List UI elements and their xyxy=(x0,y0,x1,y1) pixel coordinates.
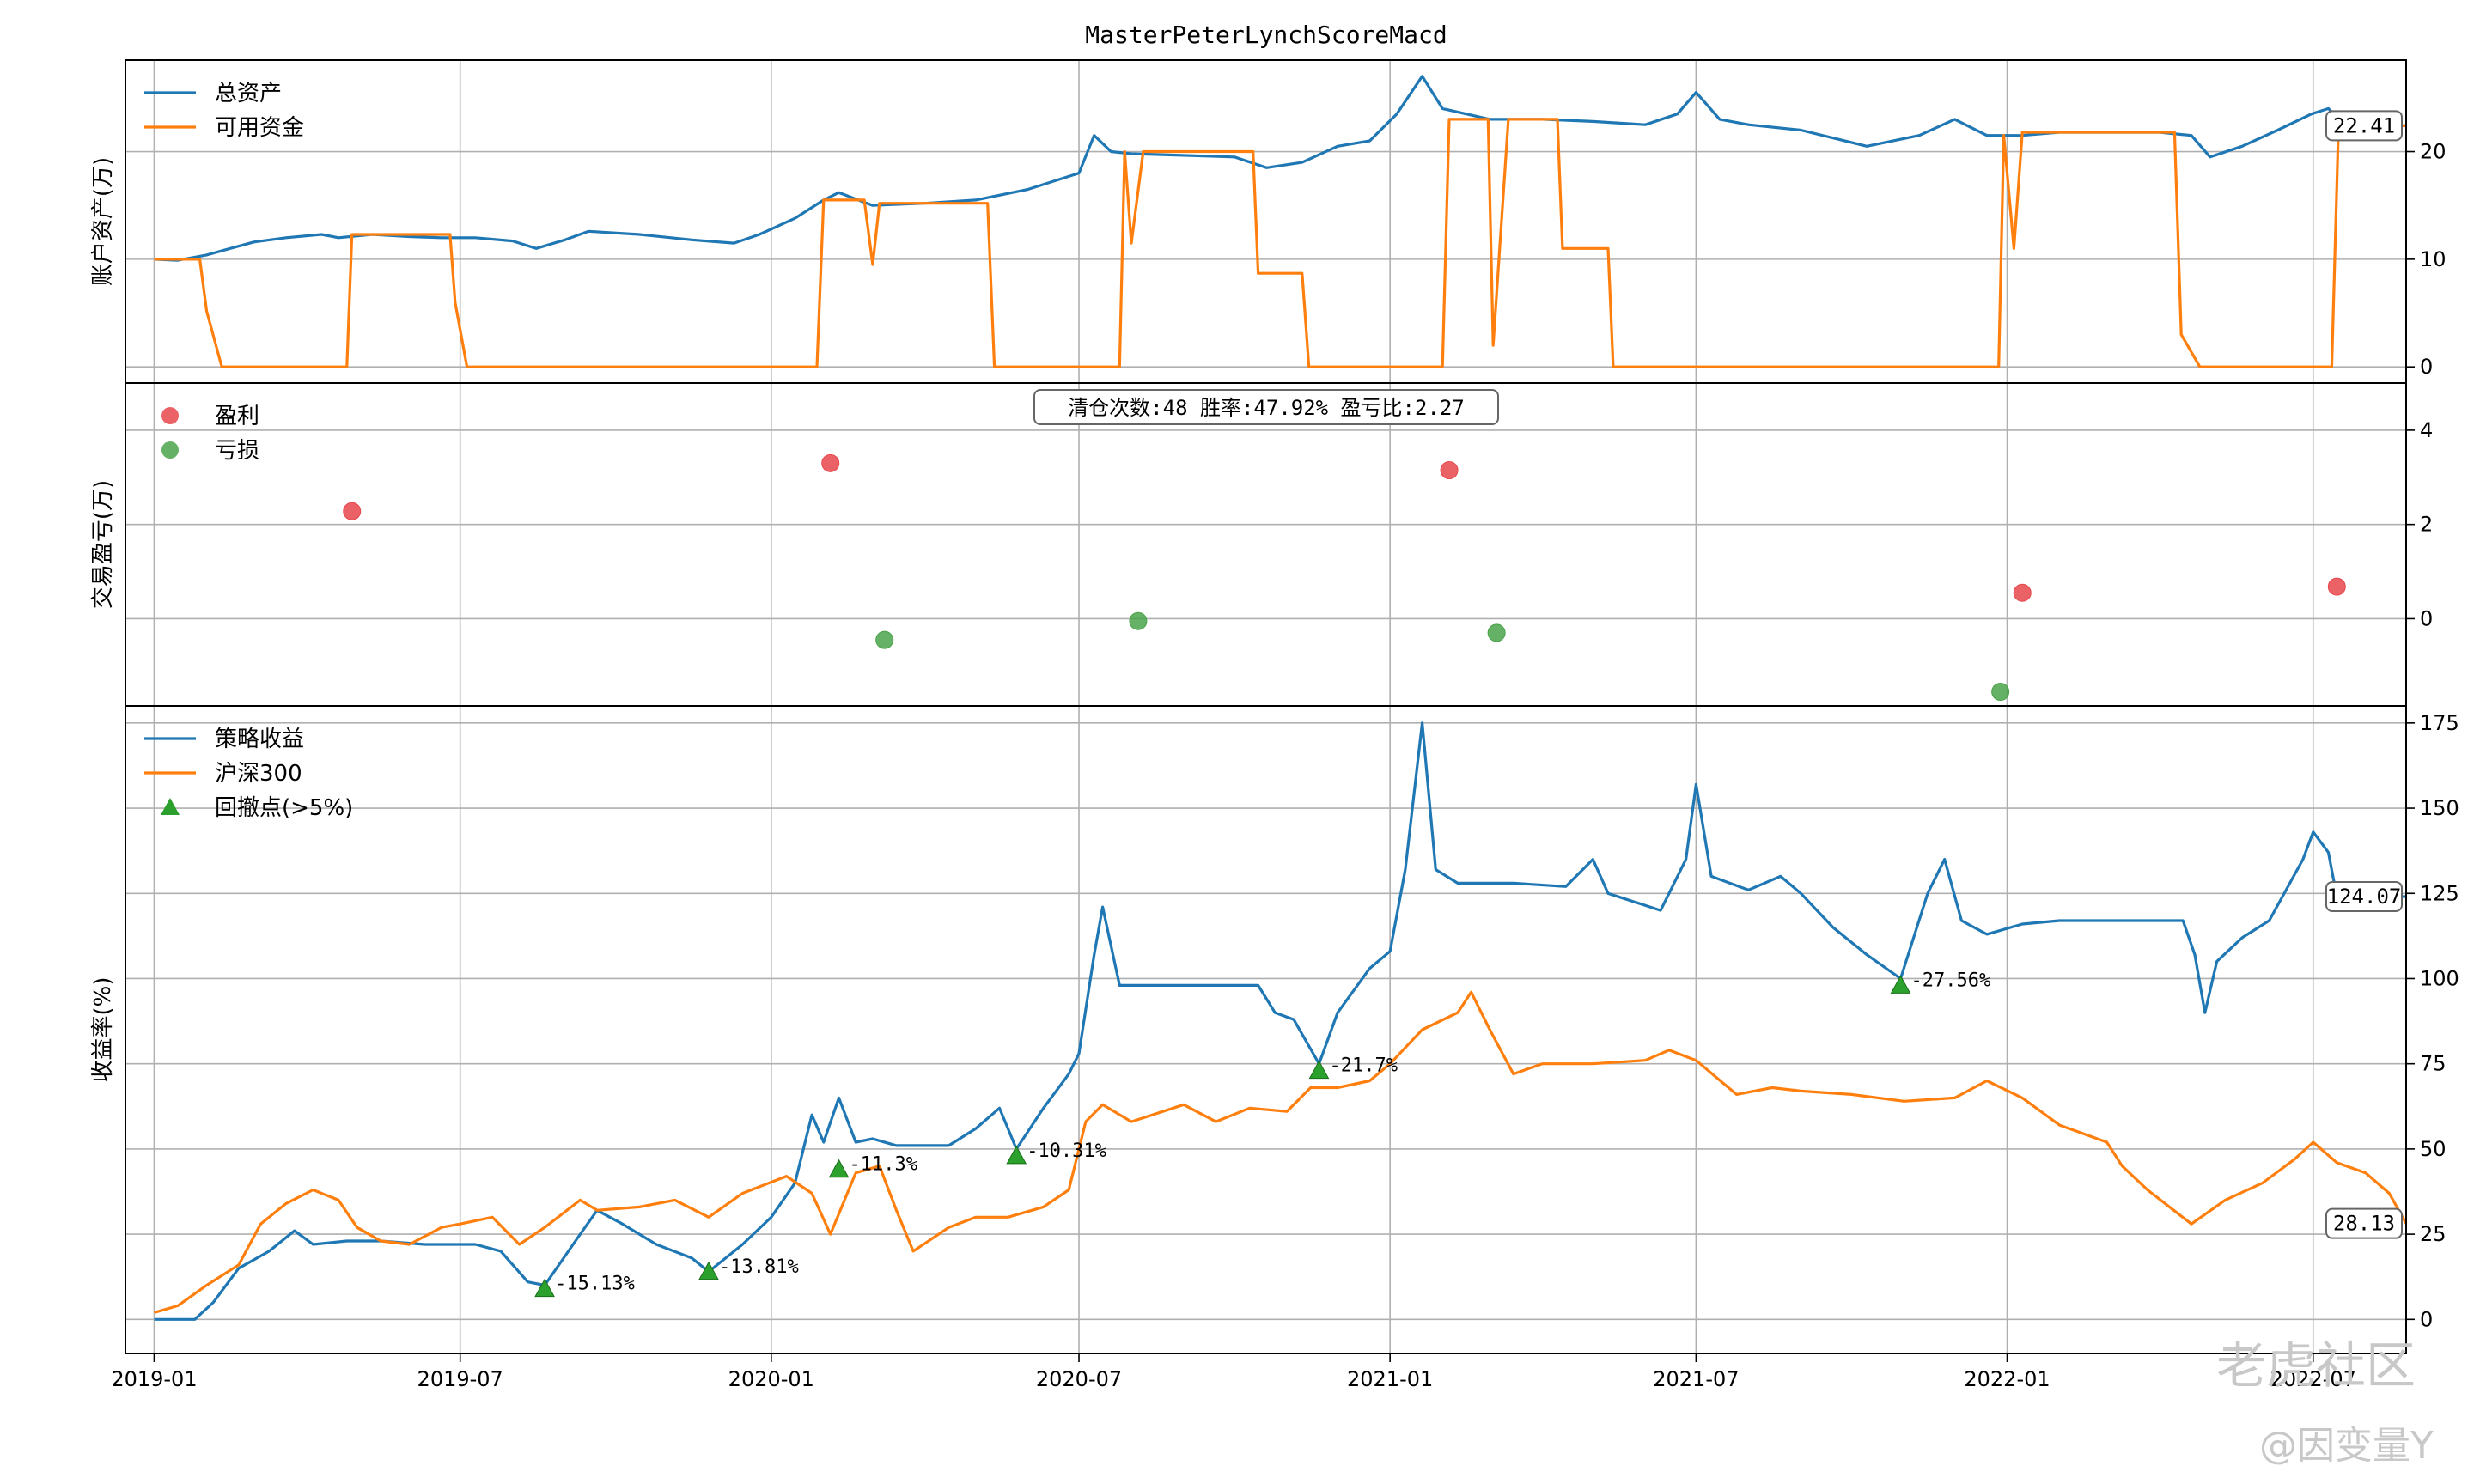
drawdown-marker xyxy=(534,1278,555,1298)
watermark-brand: 老虎社区 xyxy=(2216,1336,2416,1395)
assets-panel-frame xyxy=(125,59,2407,384)
drawdown-marker xyxy=(1308,1060,1330,1080)
y-axis-label: 账户资产(万) xyxy=(90,157,116,286)
trades-panel-frame xyxy=(125,382,2407,707)
y-tick-label: 25 xyxy=(2420,1222,2447,1246)
x-axis: 2019-01 2019-07 2020-01 2020-07 2021-01 2021-… xyxy=(111,1353,2356,1391)
drawdown-label: -13.81% xyxy=(719,1256,799,1278)
y-tick-label: 100 xyxy=(2420,966,2459,990)
y-axis-label: 交易盈亏(万) xyxy=(90,480,116,609)
x-tick-label: 2022-01 xyxy=(1964,1367,2050,1391)
x-grid xyxy=(153,60,2314,1353)
series-line-2 xyxy=(154,118,2406,368)
end-value-box xyxy=(2325,1207,2403,1239)
y-tick-label: 0 xyxy=(2420,606,2433,630)
y-tick-label: 50 xyxy=(2420,1137,2447,1161)
y-tick-label: 75 xyxy=(2420,1052,2447,1076)
y-tick-label: 125 xyxy=(2420,881,2459,905)
legend-label: 盈利 xyxy=(215,404,259,429)
scatter-point-loss xyxy=(1487,623,1506,642)
legend-swatch xyxy=(161,798,180,815)
returns-panel-frame xyxy=(125,705,2407,1354)
returns-panel: 0 25 50 75 100 125 150 175 收益率(%) -15.13% -13.81% -… xyxy=(90,711,2459,1331)
series-line-1 xyxy=(154,75,2406,262)
end-value-label: 124.07 xyxy=(2327,885,2402,909)
x-tick-label: 2021-01 xyxy=(1347,1367,1433,1391)
trade-stats-label: 清仓次数:48 胜率:47.92% 盈亏比:2.27 xyxy=(1068,396,1465,420)
end-value-box xyxy=(2325,110,2403,142)
drawdown-label: -15.13% xyxy=(555,1274,635,1295)
scatter-point-profit xyxy=(1440,461,1459,480)
legend-swatch xyxy=(161,407,179,424)
end-value-label: 28.13 xyxy=(2333,1212,2395,1236)
trade-stats-box xyxy=(1033,389,1499,425)
legend-label: 亏损 xyxy=(215,438,259,464)
y-tick-label: 2 xyxy=(2420,513,2433,537)
drawdown-label: -27.56% xyxy=(1911,970,1991,991)
scatter-point-loss xyxy=(1991,683,2010,702)
y-tick-label: 4 xyxy=(2420,418,2433,442)
series-line-2 xyxy=(154,990,2408,1314)
legend-swatch xyxy=(161,441,179,459)
x-tick-label: 2021-07 xyxy=(1653,1367,1739,1391)
drawdown-label: -10.31% xyxy=(1027,1140,1106,1162)
end-value-box xyxy=(2325,880,2403,912)
y-tick-label: 150 xyxy=(2420,796,2459,820)
legend-label: 可用资金 xyxy=(215,115,304,141)
x-tick-label: 2022-07 xyxy=(2270,1367,2356,1391)
x-tick-label: 2019-01 xyxy=(111,1367,197,1391)
scatter-point-profit xyxy=(2013,583,2032,602)
watermark-handle: @因变量Y xyxy=(2259,1424,2434,1468)
drawdown-marker xyxy=(1006,1145,1027,1165)
drawdown-label: -11.3% xyxy=(850,1154,917,1176)
drawdown-marker xyxy=(1890,975,1911,994)
scatter-point-profit xyxy=(2327,577,2346,596)
scatter-point-profit xyxy=(343,502,362,520)
legend-label: 回撤点(>5%) xyxy=(215,795,353,821)
legend-label: 总资产 xyxy=(215,81,282,106)
series-line-1 xyxy=(154,721,2406,1321)
end-value-label: 22.41 xyxy=(2333,113,2395,137)
y-axis-label: 收益率(%) xyxy=(90,977,116,1083)
y-tick-label: 20 xyxy=(2420,140,2447,164)
scatter-point-loss xyxy=(875,630,894,649)
y-tick-label: 175 xyxy=(2420,711,2459,735)
legend-label: 沪深300 xyxy=(215,761,302,787)
legend-label: 策略收益 xyxy=(215,727,304,752)
chart-title: MasterPeterLynchScoreMacd xyxy=(1085,21,1447,49)
drawdown-marker xyxy=(828,1159,850,1178)
scatter-point-loss xyxy=(1129,611,1148,630)
x-tick-label: 2020-01 xyxy=(728,1367,814,1391)
drawdown-label: -21.7% xyxy=(1329,1055,1397,1077)
drawdown-marker xyxy=(698,1261,719,1280)
x-tick-label: 2019-07 xyxy=(417,1367,503,1391)
scatter-point-profit xyxy=(821,453,840,472)
y-tick-label: 10 xyxy=(2420,247,2447,271)
y-tick-label: 0 xyxy=(2420,1307,2433,1331)
y-tick-label: 0 xyxy=(2420,355,2433,379)
x-tick-label: 2020-07 xyxy=(1036,1367,1122,1391)
